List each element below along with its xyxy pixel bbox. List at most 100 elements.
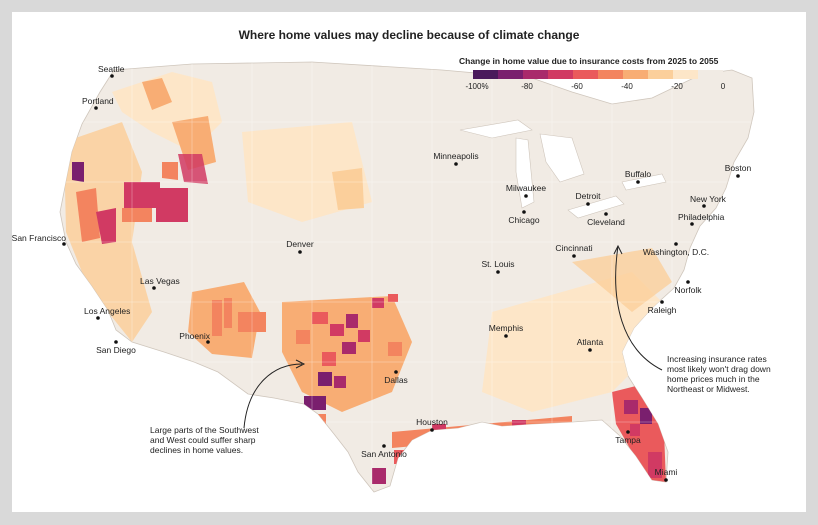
city-dot	[524, 194, 528, 198]
legend-tick: -20	[671, 82, 683, 91]
legend-tick: -100%	[465, 82, 489, 91]
city-marker: Cleveland	[587, 212, 625, 227]
city-marker: Raleigh	[648, 300, 677, 315]
legend-swatch	[523, 70, 548, 79]
northeast-annotation-arrow	[615, 245, 663, 371]
city-dot	[430, 428, 434, 432]
city-dot	[62, 242, 66, 246]
city-dot	[94, 106, 98, 110]
city-label: Norfolk	[675, 285, 703, 295]
city-marker: Milwaukee	[506, 183, 546, 198]
city-marker: Los Angeles	[84, 306, 130, 320]
city-dot	[496, 270, 500, 274]
city-label: Philadelphia	[678, 212, 725, 222]
city-marker: Portland	[82, 96, 114, 110]
city-dot	[504, 334, 508, 338]
city-marker: Chicago	[508, 210, 540, 225]
city-label: Boston	[725, 163, 752, 173]
city-label: Memphis	[489, 323, 523, 333]
legend-tick: 0	[720, 82, 726, 91]
city-marker: San Francisco	[12, 233, 66, 246]
city-dot	[736, 174, 740, 178]
city-dot	[454, 162, 458, 166]
city-label: Buffalo	[625, 169, 652, 179]
legend-tick: -80	[521, 82, 533, 91]
northeast-annotation: Increasing insurance rates most likely w…	[667, 354, 773, 394]
city-label: Miami	[655, 467, 678, 477]
city-marker: Detroit	[575, 191, 601, 206]
city-label: San Francisco	[12, 233, 66, 243]
map-title: Where home values may decline because of…	[238, 28, 580, 42]
city-dot	[674, 242, 678, 246]
city-marker: Miami	[655, 467, 678, 482]
city-dot	[702, 204, 706, 208]
legend-swatch	[698, 70, 723, 79]
county-fill-layer	[64, 72, 672, 484]
legend-swatch	[598, 70, 623, 79]
legend-swatch	[548, 70, 573, 79]
legend-swatch	[623, 70, 648, 79]
city-label: Seattle	[98, 64, 125, 74]
city-marker: Houston	[416, 417, 448, 432]
city-label: Atlanta	[577, 337, 604, 347]
city-dot	[394, 370, 398, 374]
city-marker: St. Louis	[481, 259, 515, 274]
city-marker: Washington, D.C.	[643, 242, 709, 257]
city-dot	[660, 300, 664, 304]
city-label: San Antonio	[361, 449, 407, 459]
city-marker: Denver	[286, 239, 314, 254]
city-dot	[298, 250, 302, 254]
city-dot	[572, 254, 576, 258]
us-map: Seattle Portland San Francisco Los Angeles S…	[12, 61, 773, 493]
city-label: Las Vegas	[140, 276, 180, 286]
city-marker: New York	[690, 194, 727, 208]
city-marker: Cincinnati	[555, 243, 593, 258]
city-label: Houston	[416, 417, 448, 427]
city-marker: Las Vegas	[140, 276, 180, 290]
city-dot	[152, 286, 156, 290]
southwest-annotation-arrowhead	[295, 359, 306, 369]
city-marker: Boston	[725, 163, 752, 178]
city-label: Cincinnati	[555, 243, 592, 253]
city-label: Dallas	[384, 375, 408, 385]
city-label: Minneapolis	[433, 151, 478, 161]
city-label: Denver	[286, 239, 314, 249]
great-lakes	[459, 119, 667, 219]
legend-swatch	[648, 70, 673, 79]
city-label: Milwaukee	[506, 183, 546, 193]
city-marker: Minneapolis	[433, 151, 479, 166]
city-marker: San Antonio	[361, 444, 407, 459]
city-label: Tampa	[615, 435, 641, 445]
city-marker: Tampa	[615, 430, 641, 445]
legend-swatch	[473, 70, 498, 79]
city-marker: Dallas	[384, 370, 408, 385]
northeast-annotation-arrowhead	[613, 244, 623, 255]
legend-swatch	[673, 70, 698, 79]
city-label: Phoenix	[179, 331, 210, 341]
city-label: Chicago	[508, 215, 539, 225]
city-label: Los Angeles	[84, 306, 130, 316]
city-dot	[382, 444, 386, 448]
city-dot	[586, 202, 590, 206]
city-label: St. Louis	[481, 259, 514, 269]
southwest-annotation-arrow	[243, 363, 303, 429]
city-dot	[114, 340, 118, 344]
city-marker: Phoenix	[179, 331, 211, 344]
city-label: Raleigh	[648, 305, 677, 315]
city-marker: Seattle	[98, 64, 125, 78]
legend-tick: -40	[621, 82, 633, 91]
city-markers: Seattle Portland San Francisco Los Angeles S…	[12, 64, 752, 482]
city-dot	[110, 74, 114, 78]
city-dot	[522, 210, 526, 214]
city-dot	[206, 340, 210, 344]
city-dot	[690, 222, 694, 226]
city-dot	[664, 478, 668, 482]
legend-ticks: -100% -80 -60 -40 -20 0	[461, 82, 725, 94]
city-dot	[588, 348, 592, 352]
city-label: Portland	[82, 96, 114, 106]
city-dot	[604, 212, 608, 216]
city-marker: San Diego	[96, 340, 136, 355]
city-marker: Philadelphia	[678, 212, 725, 226]
city-marker: Norfolk	[675, 280, 703, 295]
legend-swatch	[498, 70, 523, 79]
